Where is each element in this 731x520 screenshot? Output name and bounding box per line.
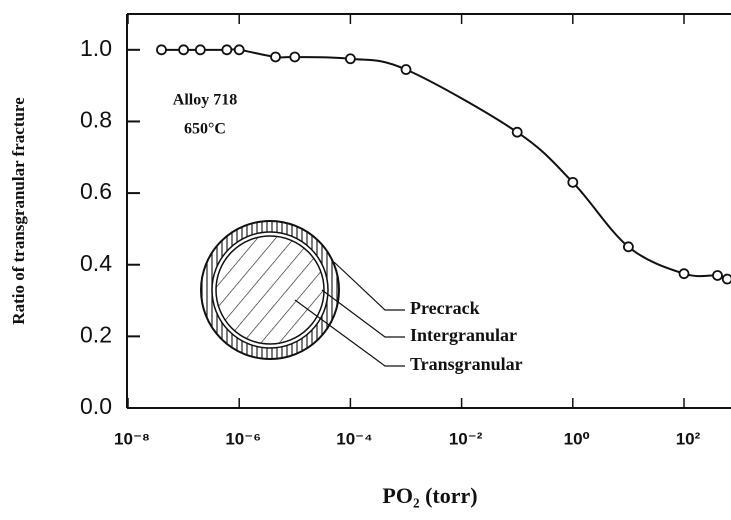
data-line	[161, 48, 728, 280]
data-point	[289, 51, 301, 63]
x-tick-label: 10⁻⁸	[114, 429, 150, 448]
data-point	[194, 44, 206, 56]
data-point	[511, 126, 523, 138]
data-point	[178, 44, 190, 56]
annotation: Alloy 718	[173, 92, 237, 109]
x-tick-label: 10⁻⁶	[225, 429, 261, 448]
y-axis-label: Ratio of transgranular fracture	[9, 97, 28, 325]
data-point	[623, 241, 634, 253]
annotation: 650°C	[184, 121, 226, 138]
data-point	[156, 44, 167, 56]
x-tick-label: 10⁻⁴	[336, 429, 372, 448]
data-point	[567, 176, 579, 188]
y-tick-label: 0.8	[80, 107, 112, 133]
y-tick-label: 0.6	[80, 178, 112, 204]
data-point	[712, 270, 723, 281]
y-tick-label: 0.2	[80, 321, 112, 347]
data-point	[233, 44, 245, 56]
y-tick-label: 1.0	[80, 35, 112, 61]
data-point	[400, 64, 412, 75]
x-tick-label: 10⁰	[564, 429, 590, 448]
x-axis-label: PO₂ (torr)	[382, 483, 477, 508]
y-tick-label: 0.0	[80, 393, 112, 419]
data-point	[221, 44, 233, 56]
frame	[126, 13, 731, 409]
x-tick-label: 10²	[676, 429, 701, 448]
data-point	[270, 51, 281, 63]
inset-label: Precrack	[410, 298, 480, 318]
x-tick-label: 10⁻²	[449, 429, 483, 448]
data-point	[678, 268, 690, 280]
inset-diagram	[200, 220, 405, 367]
inset-label: Intergranular	[410, 325, 517, 345]
y-tick-label: 0.4	[80, 250, 112, 276]
data-point	[721, 273, 731, 285]
data-point	[345, 53, 356, 65]
inset-label: Transgranular	[410, 354, 523, 374]
